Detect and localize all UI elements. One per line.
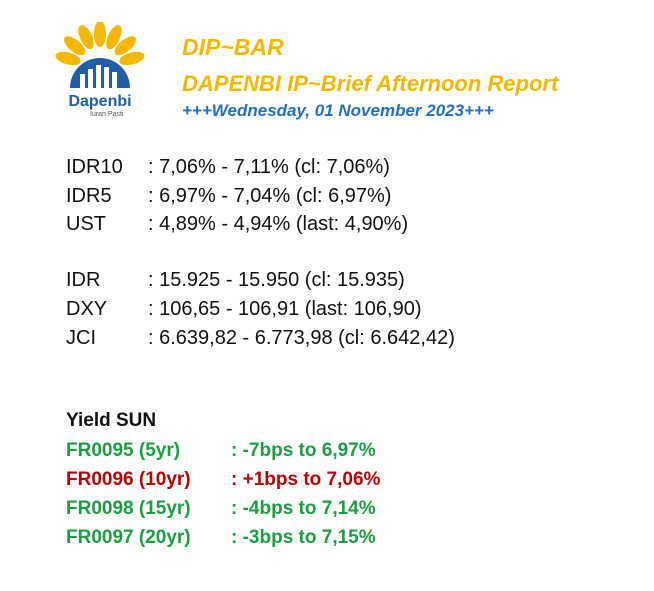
report-date: +++Wednesday, 01 November 2023+++: [182, 101, 494, 120]
dapenbi-logo: Dapenbi Iuran Pasti: [30, 22, 170, 122]
rate-value: : 7,06% - 7,11% (cl: 7,06%): [148, 156, 390, 178]
yield-row-fr0095: FR0095 (5yr) : -7bps to 6,97%: [66, 440, 376, 462]
yield-row-fr0098: FR0098 (15yr) : -4bps to 7,14%: [66, 498, 376, 520]
yield-value: : -7bps to 6,97%: [231, 440, 376, 461]
market-row-idr: IDR : 15.925 - 15.950 (cl: 15.935): [66, 269, 405, 292]
logo-wordmark: Dapenbi: [68, 93, 132, 110]
rate-row-idr10: IDR10 : 7,06% - 7,11% (cl: 7,06%): [66, 156, 390, 179]
rate-label: IDR5: [66, 185, 112, 207]
yield-row-fr0096: FR0096 (10yr) : +1bps to 7,06%: [66, 469, 380, 491]
market-value: : 106,65 - 106,91 (last: 106,90): [148, 298, 422, 320]
rate-row-idr5: IDR5 : 6,97% - 7,04% (cl: 6,97%): [66, 185, 391, 208]
report-subtitle: DAPENBI IP~Brief Afternoon Report: [182, 71, 559, 96]
market-row-dxy: DXY : 106,65 - 106,91 (last: 106,90): [66, 298, 422, 321]
yield-value: : -3bps to 7,15%: [231, 527, 376, 548]
market-row-jci: JCI : 6.639,82 - 6.773,98 (cl: 6.642,42): [66, 327, 455, 350]
market-label: DXY: [66, 298, 108, 320]
market-value: : 15.925 - 15.950 (cl: 15.935): [148, 269, 405, 291]
yield-row-fr0097: FR0097 (20yr) : -3bps to 7,15%: [66, 527, 376, 549]
yield-value: : +1bps to 7,06%: [231, 469, 381, 490]
rate-label: IDR10: [66, 156, 123, 178]
report-title: DIP~BAR: [182, 34, 284, 60]
yield-sun-title: Yield SUN: [66, 410, 157, 431]
yield-value: : -4bps to 7,14%: [231, 498, 376, 519]
yield-label: FR0096 (10yr): [66, 469, 191, 490]
yield-label: FR0097 (20yr): [66, 527, 191, 548]
market-value: : 6.639,82 - 6.773,98 (cl: 6.642,42): [148, 327, 455, 349]
sunflower-logo-icon: [55, 22, 145, 88]
rate-row-ust: UST : 4,89% - 4,94% (last: 4,90%): [66, 213, 408, 236]
market-label: JCI: [66, 327, 96, 349]
yield-label: FR0095 (5yr): [66, 440, 181, 461]
yield-label: FR0098 (15yr): [66, 498, 191, 519]
rate-label: UST: [66, 213, 106, 235]
market-label: IDR: [66, 269, 101, 291]
rate-value: : 6,97% - 7,04% (cl: 6,97%): [148, 185, 392, 207]
rate-value: : 4,89% - 4,94% (last: 4,90%): [148, 213, 409, 235]
logo-tagline: Iuran Pasti: [90, 111, 124, 118]
